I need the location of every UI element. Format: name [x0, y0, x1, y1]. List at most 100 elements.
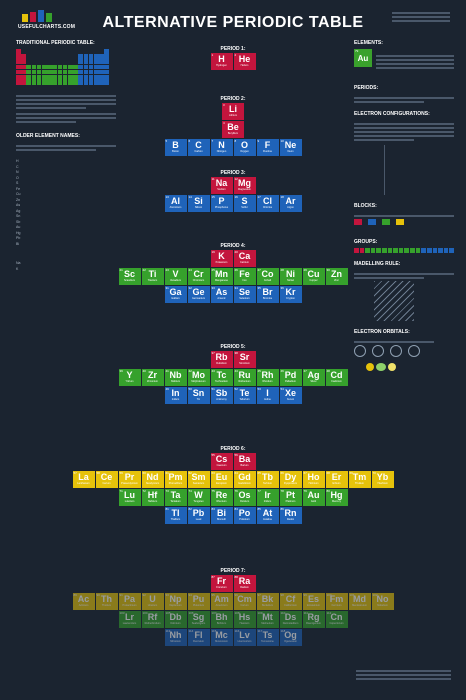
element-symbol: Np — [169, 594, 182, 605]
mini-table-cell — [21, 69, 26, 75]
periods-title: PERIODS: — [354, 85, 379, 91]
au-number: 79 — [355, 49, 359, 53]
older-name-symbol: Cu — [16, 192, 21, 196]
element-li: 3 Li Lithium — [222, 103, 244, 120]
atomic-number: 61 — [165, 471, 169, 475]
element-symbol: Al — [171, 196, 180, 207]
element-name: Technetium — [215, 380, 228, 384]
element-symbol: Cd — [330, 370, 343, 381]
logo-blocks-icon — [22, 10, 78, 22]
older-names-description — [16, 145, 116, 151]
orbitals-title: ELECTRON ORBITALS: — [354, 329, 410, 335]
period-row: 49 In Indium 50 Sn Tin 51 Sb Antimony 52 Te Telluri… — [0, 387, 466, 404]
mini-table-cell — [21, 75, 26, 80]
element-symbol: Rh — [261, 370, 274, 381]
older-name-symbol: As — [16, 203, 21, 207]
element-name: Phosphorus — [214, 206, 229, 210]
element-symbol: Na — [215, 178, 228, 189]
mini-table-cell — [83, 64, 89, 70]
older-name-row: H — [16, 159, 116, 165]
element-symbol: S — [241, 196, 248, 207]
element-name: Mendelevium — [352, 604, 367, 608]
atomic-number: 106 — [188, 611, 194, 615]
element-symbol: Br — [262, 287, 273, 298]
element-name: Thorium — [101, 604, 112, 608]
element-ca: 20 Ca Calcium — [233, 250, 256, 267]
mini-table-cell — [83, 54, 89, 59]
element-lu: 71 Lu Lutetium — [118, 489, 141, 506]
atomic-number: 28 — [280, 268, 284, 272]
element-symbol: Xe — [284, 388, 296, 399]
element-symbol: P — [218, 196, 225, 207]
atomic-number: 77 — [257, 489, 261, 493]
element-symbol: Sm — [191, 472, 206, 483]
element-name: Copper — [309, 279, 318, 283]
period-title: PERIOD 6: — [220, 446, 246, 452]
element-name: Astatine — [262, 518, 273, 522]
element-symbol: Be — [227, 122, 239, 133]
element-symbol: Cu — [307, 269, 320, 280]
element-f: 9 F Fluorine — [256, 139, 279, 156]
group-swatch — [421, 248, 426, 253]
older-name-symbol: Au — [16, 225, 21, 229]
element-mg: 12 Mg Magnesium — [233, 177, 256, 194]
element-name: Thallium — [170, 518, 181, 522]
mini-table-cell — [47, 64, 52, 70]
right-column: ELEMENTS: 79 Au PERIODS: ELECTRON CONFIG… — [354, 40, 454, 379]
element-cu: 29 Cu Copper — [302, 268, 325, 285]
mini-table-cell — [36, 64, 42, 70]
mini-table-cell — [31, 75, 37, 80]
atomic-number: 26 — [234, 268, 238, 272]
element-symbol: Mo — [192, 370, 205, 381]
element-name: Tungsten — [193, 500, 204, 504]
element-symbol: Nb — [169, 370, 182, 381]
period-row: 89 Ac Actinium 90 Th Thorium 91 Pa Protactinium 9… — [0, 593, 466, 610]
element-y: 39 Y Yttrium — [118, 369, 141, 386]
element-symbol: Ag — [307, 370, 320, 381]
modelling-title: MADELLING RULE: — [354, 261, 401, 267]
element-sc: 21 Sc Scandium — [118, 268, 141, 285]
element-symbol: Eu — [215, 472, 228, 483]
atomic-number: 81 — [165, 507, 169, 511]
atomic-number: 97 — [257, 593, 261, 597]
atomic-number: 86 — [280, 507, 284, 511]
atomic-number: 23 — [165, 268, 169, 272]
element-ge: 32 Ge Germanium — [187, 286, 210, 303]
element-name: Ruthenium — [238, 380, 251, 384]
period-row: 13 Al Aluminium 14 Si Silicon 15 P Phosphorus 16 S… — [0, 195, 466, 212]
element-name: Helium — [240, 64, 249, 68]
element-ru: 44 Ru Ruthenium — [233, 369, 256, 386]
atomic-number: 82 — [188, 507, 192, 511]
element-symbol: F — [264, 140, 271, 151]
older-name-symbol: O — [16, 175, 19, 180]
mini-table-cell — [21, 54, 26, 59]
element-dy: 66 Dy Dysprosium — [279, 471, 302, 488]
element-np: 93 Np Neptunium — [164, 593, 187, 610]
s-orbital-icon — [354, 345, 366, 357]
au-sample-element: 79 Au — [354, 49, 372, 67]
period-2: PERIOD 2: 3 Li Lithium 4 Be Beryllium 5 B Boron 6 C… — [0, 96, 466, 156]
element-ce: 58 Ce Cerium — [95, 471, 118, 488]
mini-table-cell — [26, 75, 31, 80]
period-3: PERIOD 3: 11 Na Sodium 12 Mg Magnesium 13 Al Alum… — [0, 170, 466, 212]
mini-table-cell — [26, 64, 31, 70]
element-symbol: Ru — [238, 370, 251, 381]
element-ac: 89 Ac Actinium — [72, 593, 95, 610]
publisher-note — [392, 12, 450, 24]
mini-table-cell — [88, 80, 94, 85]
element-o: 8 O Oxygen — [233, 139, 256, 156]
element-name: Antimony — [216, 398, 227, 402]
mini-table-cell — [83, 75, 89, 80]
element-name: Chlorine — [262, 206, 273, 210]
period-4: PERIOD 4: 19 K Potassium 20 Ca Calcium 21 Sc Scan… — [0, 243, 466, 303]
element-symbol: Ho — [307, 472, 320, 483]
older-name-symbol: Sn — [16, 214, 21, 218]
element-cl: 17 Cl Chlorine — [256, 195, 279, 212]
period-row: 103 Lr Lawrencium 104 Rf Rutherfordium 105 Db Du… — [0, 611, 466, 628]
element-symbol: Fm — [329, 594, 344, 605]
element-symbol: Co — [261, 269, 274, 280]
atomic-number: 85 — [257, 507, 261, 511]
element-name: Chromium — [192, 279, 205, 283]
element-hs: 108 Hs Hassium — [233, 611, 256, 628]
mini-table-cell — [104, 49, 109, 54]
